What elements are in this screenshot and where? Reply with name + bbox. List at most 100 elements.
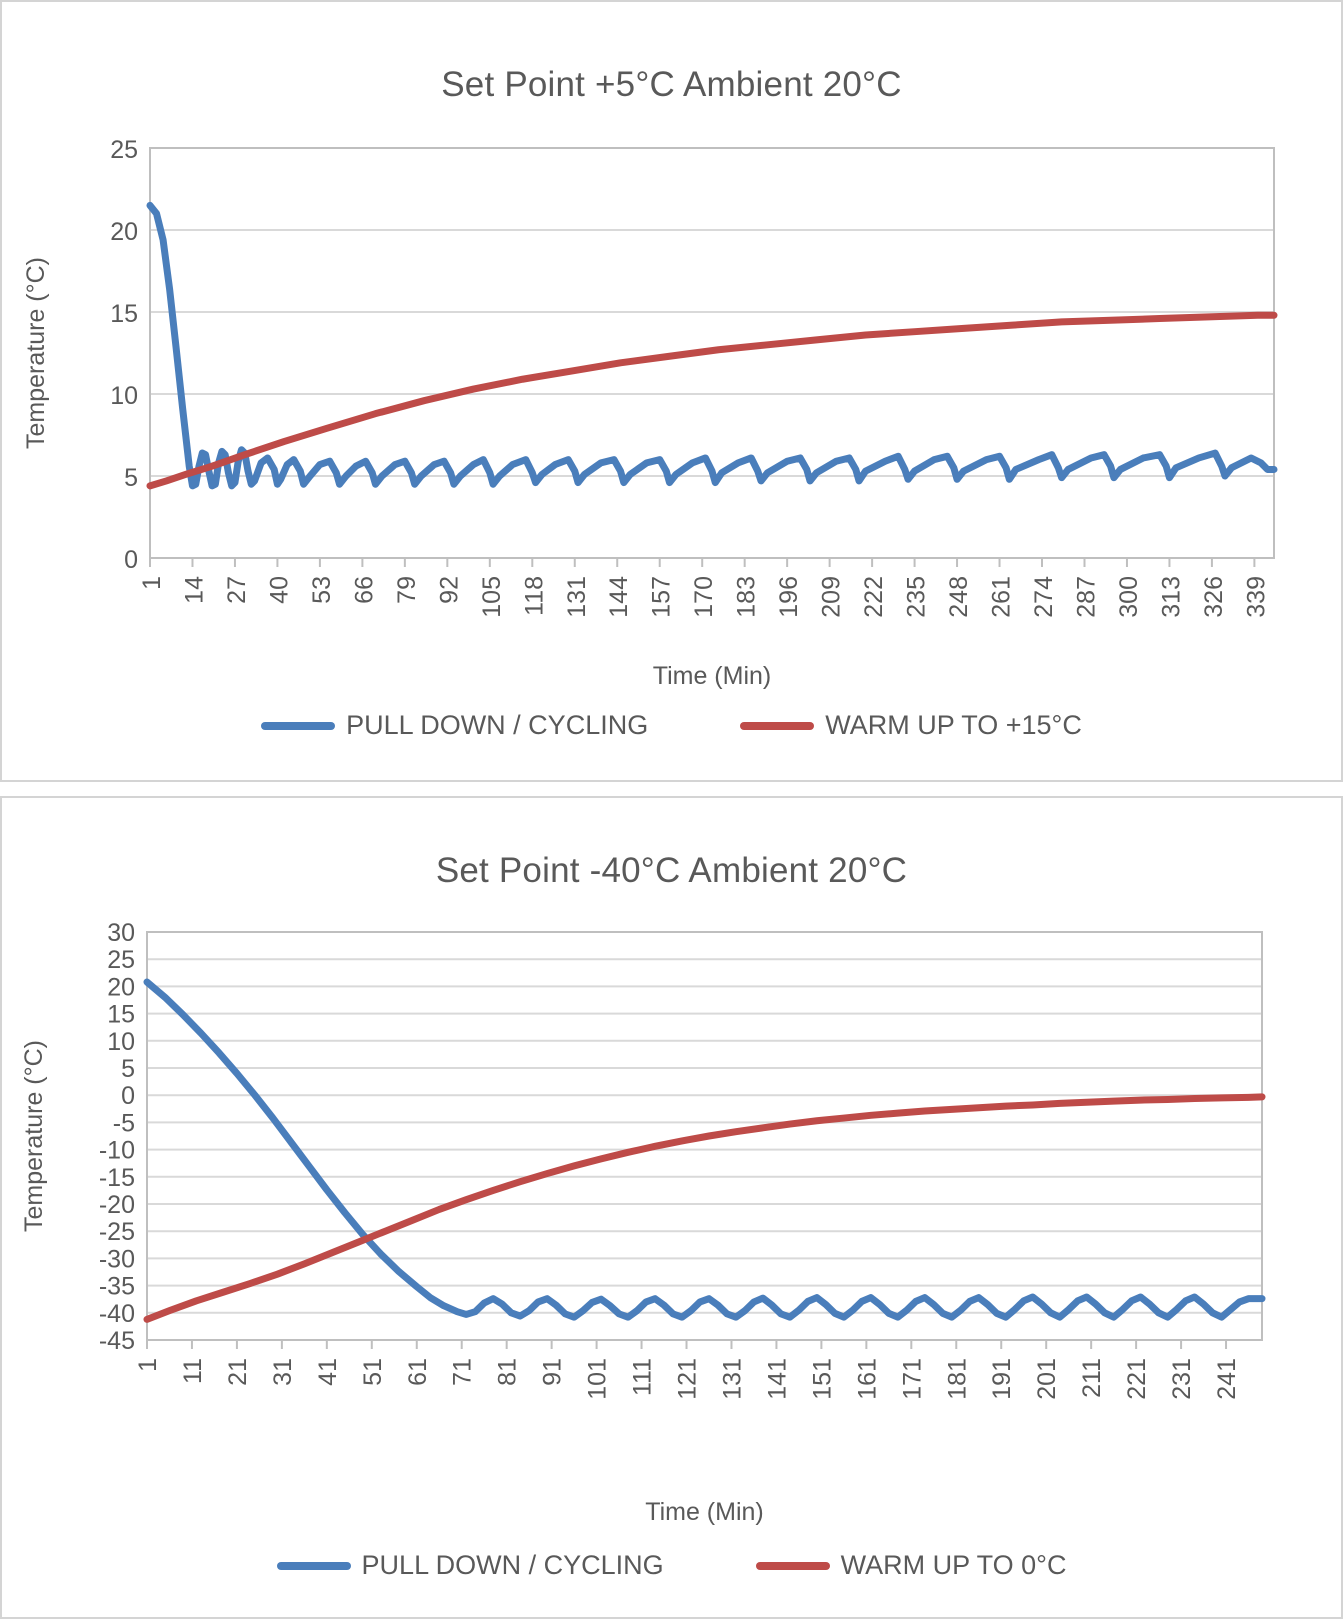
- legend-top: PULL DOWN / CYCLING WARM UP TO +15°C: [2, 710, 1341, 741]
- x-tick-label: 105: [478, 576, 506, 618]
- x-tick-label: 287: [1072, 576, 1100, 618]
- legend-swatch-red: [740, 721, 815, 730]
- x-tick-label: 326: [1200, 576, 1228, 618]
- series-line-warm-up: [143, 1093, 1266, 1323]
- x-tick-label: 131: [718, 1358, 746, 1400]
- x-tick-label: 79: [393, 576, 421, 604]
- y-tick-label: 10: [110, 382, 138, 410]
- x-tick-label: 81: [494, 1358, 522, 1386]
- legend-swatch-blue: [276, 1561, 351, 1570]
- x-tick-label: 51: [359, 1358, 387, 1386]
- plot-area-bottom: 30 25 20 15 10 5 0 -5 -10 -15 -20 -25 -30 -35 -40 -45 1 1…: [2, 920, 1341, 1540]
- y-tick-label: 25: [110, 136, 138, 164]
- y-tick-label: 5: [124, 464, 138, 492]
- x-tick-label: 171: [898, 1358, 926, 1400]
- x-tick-label: 92: [435, 576, 463, 604]
- chart-title-top: Set Point +5°C Ambient 20°C: [441, 65, 902, 105]
- legend-label-warm-up: WARM UP TO 0°C: [840, 1550, 1067, 1581]
- x-tick-label: 14: [180, 576, 208, 604]
- x-tick-label: 40: [265, 576, 293, 604]
- legend-item-warm-up[interactable]: WARM UP TO +15°C: [740, 710, 1082, 741]
- x-tick-label: 261: [988, 576, 1016, 618]
- y-tick-label: -40: [99, 1300, 135, 1328]
- x-tick-label: 141: [763, 1358, 791, 1400]
- x-tick-label: 41: [314, 1358, 342, 1386]
- series-line-warm-up: [146, 311, 1278, 490]
- y-tick-label: 20: [110, 218, 138, 246]
- y-tick-label: -35: [99, 1273, 135, 1301]
- legend-swatch-blue: [261, 721, 336, 730]
- x-tick-label: 221: [1123, 1358, 1151, 1400]
- x-tick-label: 101: [584, 1358, 612, 1400]
- legend-item-pull-down-cycling[interactable]: PULL DOWN / CYCLING: [261, 710, 648, 741]
- x-tick-label: 181: [943, 1358, 971, 1400]
- x-axis-title: Time (Min): [653, 662, 772, 690]
- y-tick-label: 0: [121, 1082, 135, 1110]
- x-tick-label: 71: [449, 1358, 477, 1386]
- x-tick-label: 191: [988, 1358, 1016, 1400]
- x-tick-label: 313: [1157, 576, 1185, 618]
- x-tick-label: 91: [539, 1358, 567, 1386]
- x-tick-label: 201: [1033, 1358, 1061, 1400]
- y-tick-label: -15: [99, 1164, 135, 1192]
- x-tick-label: 151: [808, 1358, 836, 1400]
- y-tick-label: -20: [99, 1191, 135, 1219]
- x-tick-label: 222: [860, 576, 888, 618]
- x-tick-label: 231: [1168, 1358, 1196, 1400]
- chart-panel-bottom: Set Point -40°C Ambient 20°C 30 25 20 15 10 5…: [0, 796, 1343, 1619]
- x-tick-label: 274: [1030, 576, 1058, 618]
- x-tick-label: 118: [520, 576, 548, 616]
- legend-item-pull-down-cycling[interactable]: PULL DOWN / CYCLING: [276, 1550, 664, 1581]
- series-line-pull-down-cycling: [143, 978, 1266, 1321]
- panel-divider: [0, 782, 1343, 796]
- x-tick-label: 339: [1242, 576, 1270, 618]
- x-tick-label: 211: [1078, 1358, 1106, 1398]
- chart-title-bottom: Set Point -40°C Ambient 20°C: [435, 851, 908, 891]
- chart-svg-top: 0 5 10 15 20 25 1 14 27 40 53 66 79 92 105 118 131 144 157…: [22, 136, 1278, 690]
- x-tick-label: 241: [1213, 1358, 1241, 1400]
- plot-frame: [146, 931, 1263, 1342]
- x-tick-label: 248: [945, 576, 973, 618]
- y-tick-label: 0: [124, 546, 138, 574]
- y-tick-label: -25: [99, 1218, 135, 1246]
- chart-panel-top: Set Point +5°C Ambient 20°C 0 5 10 15 20 25 1 1…: [0, 0, 1343, 782]
- x-tick-label: 161: [853, 1358, 881, 1400]
- legend-swatch-red: [755, 1561, 830, 1570]
- y-tick-label: 15: [110, 300, 138, 328]
- x-axis-title: Time (Min): [645, 1498, 764, 1526]
- x-tick-label: 235: [903, 576, 931, 618]
- y-tick-label: -30: [99, 1245, 135, 1273]
- x-tick-label: 11: [179, 1358, 207, 1384]
- y-axis-title: Temperature (°C): [22, 257, 50, 449]
- y-tick-label: 15: [107, 1001, 135, 1029]
- x-tick-label: 21: [224, 1358, 252, 1386]
- legend-label-pull-down-cycling: PULL DOWN / CYCLING: [346, 710, 649, 741]
- x-tick-label: 183: [733, 576, 761, 618]
- x-tick-label: 209: [818, 576, 846, 618]
- y-tick-label: -45: [99, 1327, 135, 1355]
- y-tick-label: 25: [107, 946, 135, 974]
- x-tick-label: 111: [629, 1358, 657, 1396]
- x-tick-label: 170: [690, 576, 718, 618]
- x-tick-label: 144: [605, 576, 633, 618]
- x-tick-label: 300: [1115, 576, 1143, 618]
- x-tick-label: 157: [648, 576, 676, 618]
- y-tick-label: -5: [113, 1109, 135, 1137]
- legend-label-warm-up: WARM UP TO +15°C: [825, 710, 1082, 741]
- x-tick-label: 53: [308, 576, 336, 604]
- legend-label-pull-down-cycling: PULL DOWN / CYCLING: [361, 1550, 664, 1581]
- x-tick-label: 196: [775, 576, 803, 618]
- plot-area-top: 0 5 10 15 20 25 1 14 27 40 53 66 79 92 105 118 131 144 157…: [2, 134, 1341, 694]
- legend-item-warm-up[interactable]: WARM UP TO 0°C: [755, 1550, 1067, 1581]
- x-tick-label: 31: [269, 1358, 297, 1386]
- y-tick-label: -10: [99, 1137, 135, 1165]
- series-line-pull-down-cycling: [146, 201, 1278, 490]
- x-tick-label: 61: [404, 1358, 432, 1386]
- x-tick-label: 66: [350, 576, 378, 604]
- x-tick-label: 121: [674, 1358, 702, 1400]
- y-axis-title: Temperature (°C): [20, 1040, 48, 1232]
- x-tick-label: 1: [138, 576, 166, 590]
- x-tick-label: 131: [563, 576, 591, 618]
